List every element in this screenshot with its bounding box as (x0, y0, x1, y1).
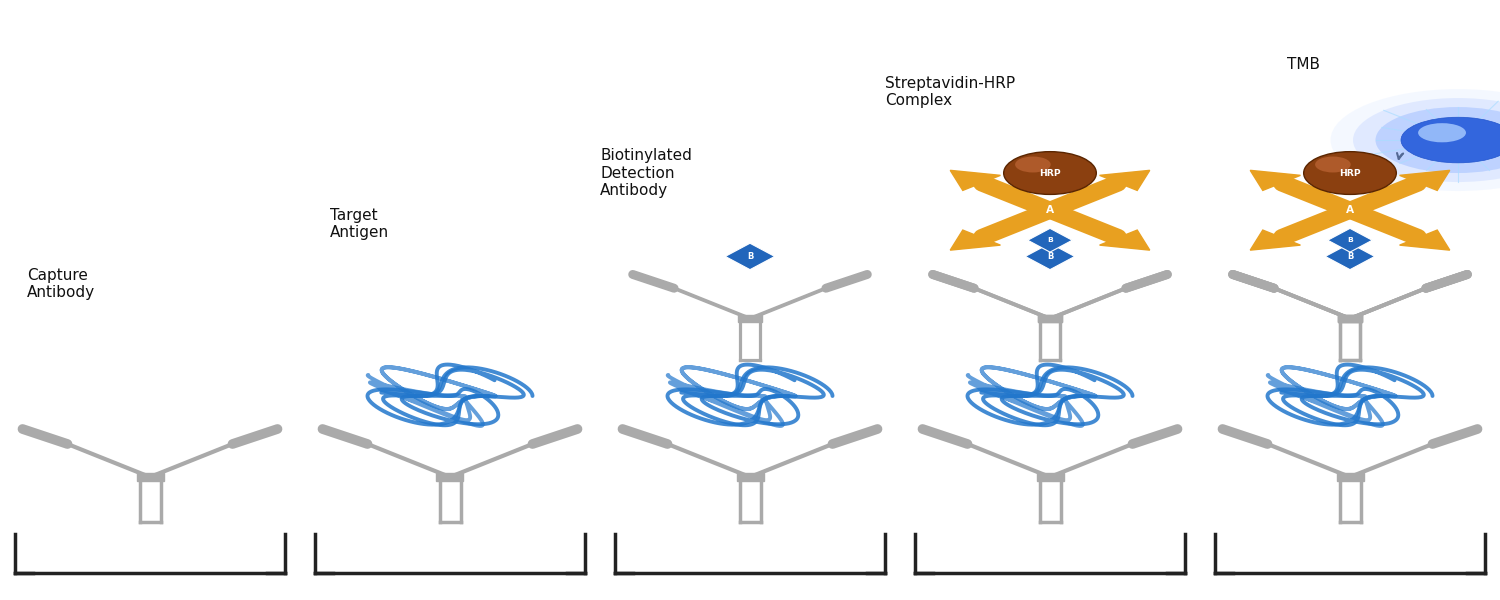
Polygon shape (1028, 229, 1072, 252)
Circle shape (1353, 98, 1500, 182)
Polygon shape (1100, 170, 1149, 190)
Polygon shape (1251, 170, 1300, 190)
Bar (1036, 473, 1064, 481)
Bar (1336, 473, 1364, 481)
Bar (1338, 315, 1362, 322)
Polygon shape (1400, 170, 1449, 190)
Polygon shape (951, 230, 1000, 250)
Polygon shape (1326, 243, 1374, 269)
Circle shape (1376, 107, 1500, 173)
Circle shape (1418, 123, 1466, 142)
Circle shape (1401, 117, 1500, 163)
Bar (1038, 315, 1062, 322)
Polygon shape (1400, 230, 1449, 250)
Polygon shape (1251, 230, 1300, 250)
Polygon shape (1026, 243, 1074, 269)
Text: Biotinylated
Detection
Antibody: Biotinylated Detection Antibody (600, 148, 692, 198)
Polygon shape (726, 243, 774, 269)
Text: TMB: TMB (1287, 57, 1320, 72)
Bar (436, 473, 463, 481)
Polygon shape (1100, 230, 1149, 250)
Ellipse shape (1304, 152, 1396, 194)
Text: Capture
Antibody: Capture Antibody (27, 268, 94, 300)
Text: Target
Antigen: Target Antigen (330, 208, 388, 240)
Ellipse shape (1316, 157, 1350, 172)
Text: Streptavidin-HRP
Complex: Streptavidin-HRP Complex (885, 76, 1016, 108)
Text: HRP: HRP (1340, 169, 1360, 178)
Polygon shape (1328, 229, 1372, 252)
Text: HRP: HRP (1040, 169, 1060, 178)
Text: B: B (1047, 252, 1053, 261)
Text: B: B (1047, 237, 1053, 243)
Text: B: B (1347, 252, 1353, 261)
Text: A: A (1346, 205, 1354, 215)
Ellipse shape (1004, 152, 1096, 194)
Text: B: B (1347, 237, 1353, 243)
Text: B: B (747, 252, 753, 261)
Circle shape (1330, 89, 1500, 191)
Bar (1338, 315, 1362, 322)
Bar (1038, 315, 1062, 322)
Bar (136, 473, 164, 481)
Bar (738, 315, 762, 322)
Text: A: A (1046, 205, 1054, 215)
Bar (1338, 315, 1362, 322)
Bar (736, 473, 764, 481)
Polygon shape (951, 170, 1000, 190)
Ellipse shape (1016, 157, 1050, 172)
